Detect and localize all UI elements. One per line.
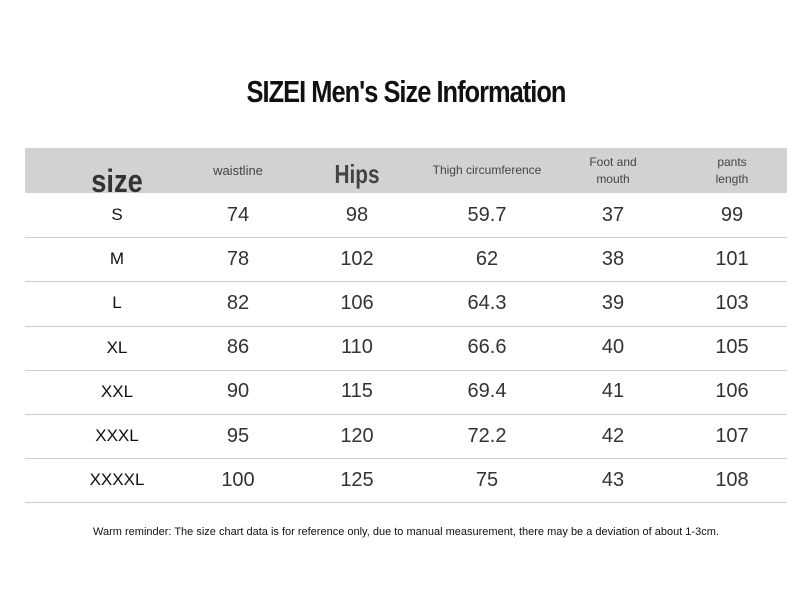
measurement: 115 <box>341 380 373 403</box>
row-divider <box>25 502 787 504</box>
measurement: 39 <box>601 291 625 314</box>
measurement: 64.3 <box>467 291 507 314</box>
size-label: XL <box>106 337 128 357</box>
measurement: 101 <box>715 247 749 270</box>
size-label: XXXXL <box>89 470 145 490</box>
row-divider <box>25 458 787 460</box>
measurement: 43 <box>601 468 625 491</box>
row-divider <box>25 237 787 239</box>
measurement: 90 <box>226 380 250 403</box>
row-divider <box>25 281 787 283</box>
measurement: 103 <box>715 291 749 314</box>
measurement: 59.7 <box>467 203 507 226</box>
measurement: 74 <box>226 203 250 226</box>
column-header: pants length <box>715 154 749 186</box>
measurement: 100 <box>221 468 255 491</box>
measurement: 86 <box>226 336 250 359</box>
measurement: 107 <box>715 424 749 447</box>
row-divider <box>25 325 787 327</box>
column-header: Foot and mouth <box>589 154 637 186</box>
size-label: XXXL <box>95 426 139 445</box>
measurement: 72.2 <box>467 424 507 447</box>
row-divider <box>25 369 787 371</box>
measurement: 105 <box>715 336 749 359</box>
measurement: 125 <box>340 468 374 491</box>
measurement: 75 <box>475 468 499 491</box>
measurement: 78 <box>226 247 250 270</box>
measurement: 37 <box>601 203 625 226</box>
size-label: XXL <box>100 381 134 401</box>
measurement: 108 <box>715 468 749 491</box>
column-header: Thigh circumference <box>432 163 542 177</box>
measurement: 106 <box>715 380 749 403</box>
measurement: 82 <box>226 291 250 314</box>
measurement: 42 <box>601 424 625 447</box>
measurement: 62 <box>475 247 499 270</box>
column-header: waistline <box>213 163 263 178</box>
measurement: 69.4 <box>467 380 507 403</box>
row-divider <box>25 414 787 415</box>
measurement: 102 <box>340 247 374 270</box>
measurement: 95 <box>226 424 250 447</box>
measurement: 110 <box>341 336 373 359</box>
measurement: 120 <box>340 424 374 447</box>
measurement: 106 <box>340 291 374 314</box>
measurement: 40 <box>601 336 625 359</box>
measurement: 99 <box>720 203 744 226</box>
measurement: 66.6 <box>467 336 507 359</box>
size-label: L <box>112 293 122 313</box>
header-band <box>25 148 787 193</box>
title: SIZEI Men's Size Information <box>246 74 567 109</box>
size-label: S <box>111 205 123 224</box>
footnote: Warm reminder: The size chart data is fo… <box>93 526 719 538</box>
measurement: 98 <box>345 203 369 226</box>
measurement: 41 <box>601 380 625 403</box>
column-header: Hips <box>334 159 380 189</box>
column-header: size <box>91 163 143 199</box>
measurement: 38 <box>601 247 625 270</box>
size-label: M <box>109 249 125 269</box>
